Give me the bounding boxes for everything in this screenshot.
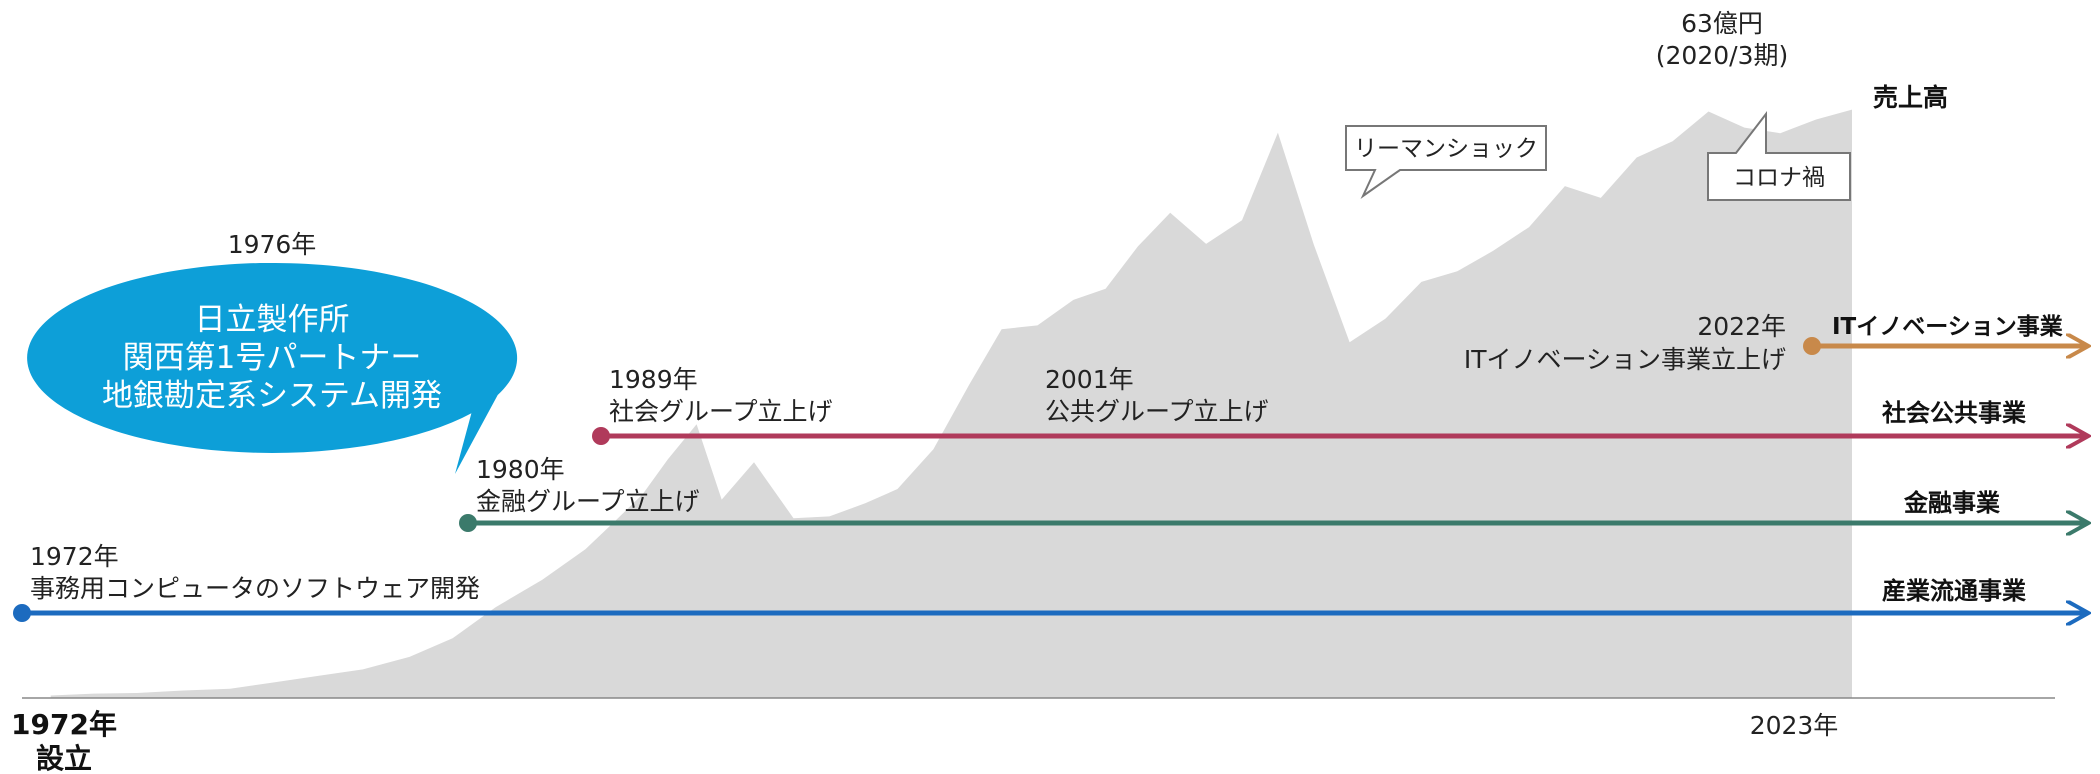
finance-desc: 金融グループ立上げ [476,487,700,516]
peak-value-label: 63億円 [1681,9,1763,38]
finance-name: 金融事業 [1903,489,2000,517]
revenue-area-layer [50,109,1853,699]
bubble-line-1: 日立製作所 [195,302,350,338]
covid-callout: コロナ禍 [1707,111,1851,201]
public-social-name: 社会公共事業 [1882,399,2026,427]
public-group-desc: 公共グループ立上げ [1045,397,1269,426]
peak-period-label: (2020/3期) [1656,41,1788,70]
covid-callout-box [1707,111,1851,201]
lehman-callout-box [1345,125,1547,199]
public-social-desc: 社会グループ立上げ [609,397,833,426]
finance-year: 1980年 [476,455,565,484]
it-innovation-desc: ITイノベーション事業立上げ [1464,345,1786,374]
public-group-year: 2001年 [1045,365,1134,394]
industry-distribution-year: 1972年 [30,542,119,571]
it-innovation-name: ITイノベーション事業 [1832,313,2064,340]
bubble-shape [27,262,518,474]
it-innovation-start-dot [1803,337,1821,355]
bubble-year-label: 1976年 [228,230,317,259]
covid-callout-text: コロナ禍 [1733,165,1825,191]
industry-distribution-desc: 事務用コンピュータのソフトウェア開発 [30,574,480,603]
x-start-founded-label: 設立 [36,742,92,774]
x-start-year-label: 1972年 [11,708,117,741]
public-social-start-dot [592,427,610,445]
revenue-area [50,109,1853,699]
business-lines-layer: 2022年 ITイノベーション事業立上げ ITイノベーション事業 1989年 社… [13,312,2086,622]
it-innovation-year: 2022年 [1697,312,1786,341]
industry-distribution-start-dot [13,604,31,622]
bubble-line-3: 地銀勘定系システム開発 [102,378,442,414]
lehman-callout-text: リーマンショック [1354,136,1538,162]
public-social-year: 1989年 [609,365,698,394]
x-end-year-label: 2023年 [1750,711,1839,740]
founding-bubble: 1976年 日立製作所 関西第1号パートナー 地銀勘定系システム開発 [27,230,518,474]
finance-start-dot [459,514,477,532]
lehman-callout: リーマンショック [1345,125,1547,199]
revenue-series-label: 売上高 [1873,83,1948,112]
industry-distribution-name: 産業流通事業 [1882,577,2026,605]
bubble-line-2: 関西第1号パートナー [123,340,422,376]
